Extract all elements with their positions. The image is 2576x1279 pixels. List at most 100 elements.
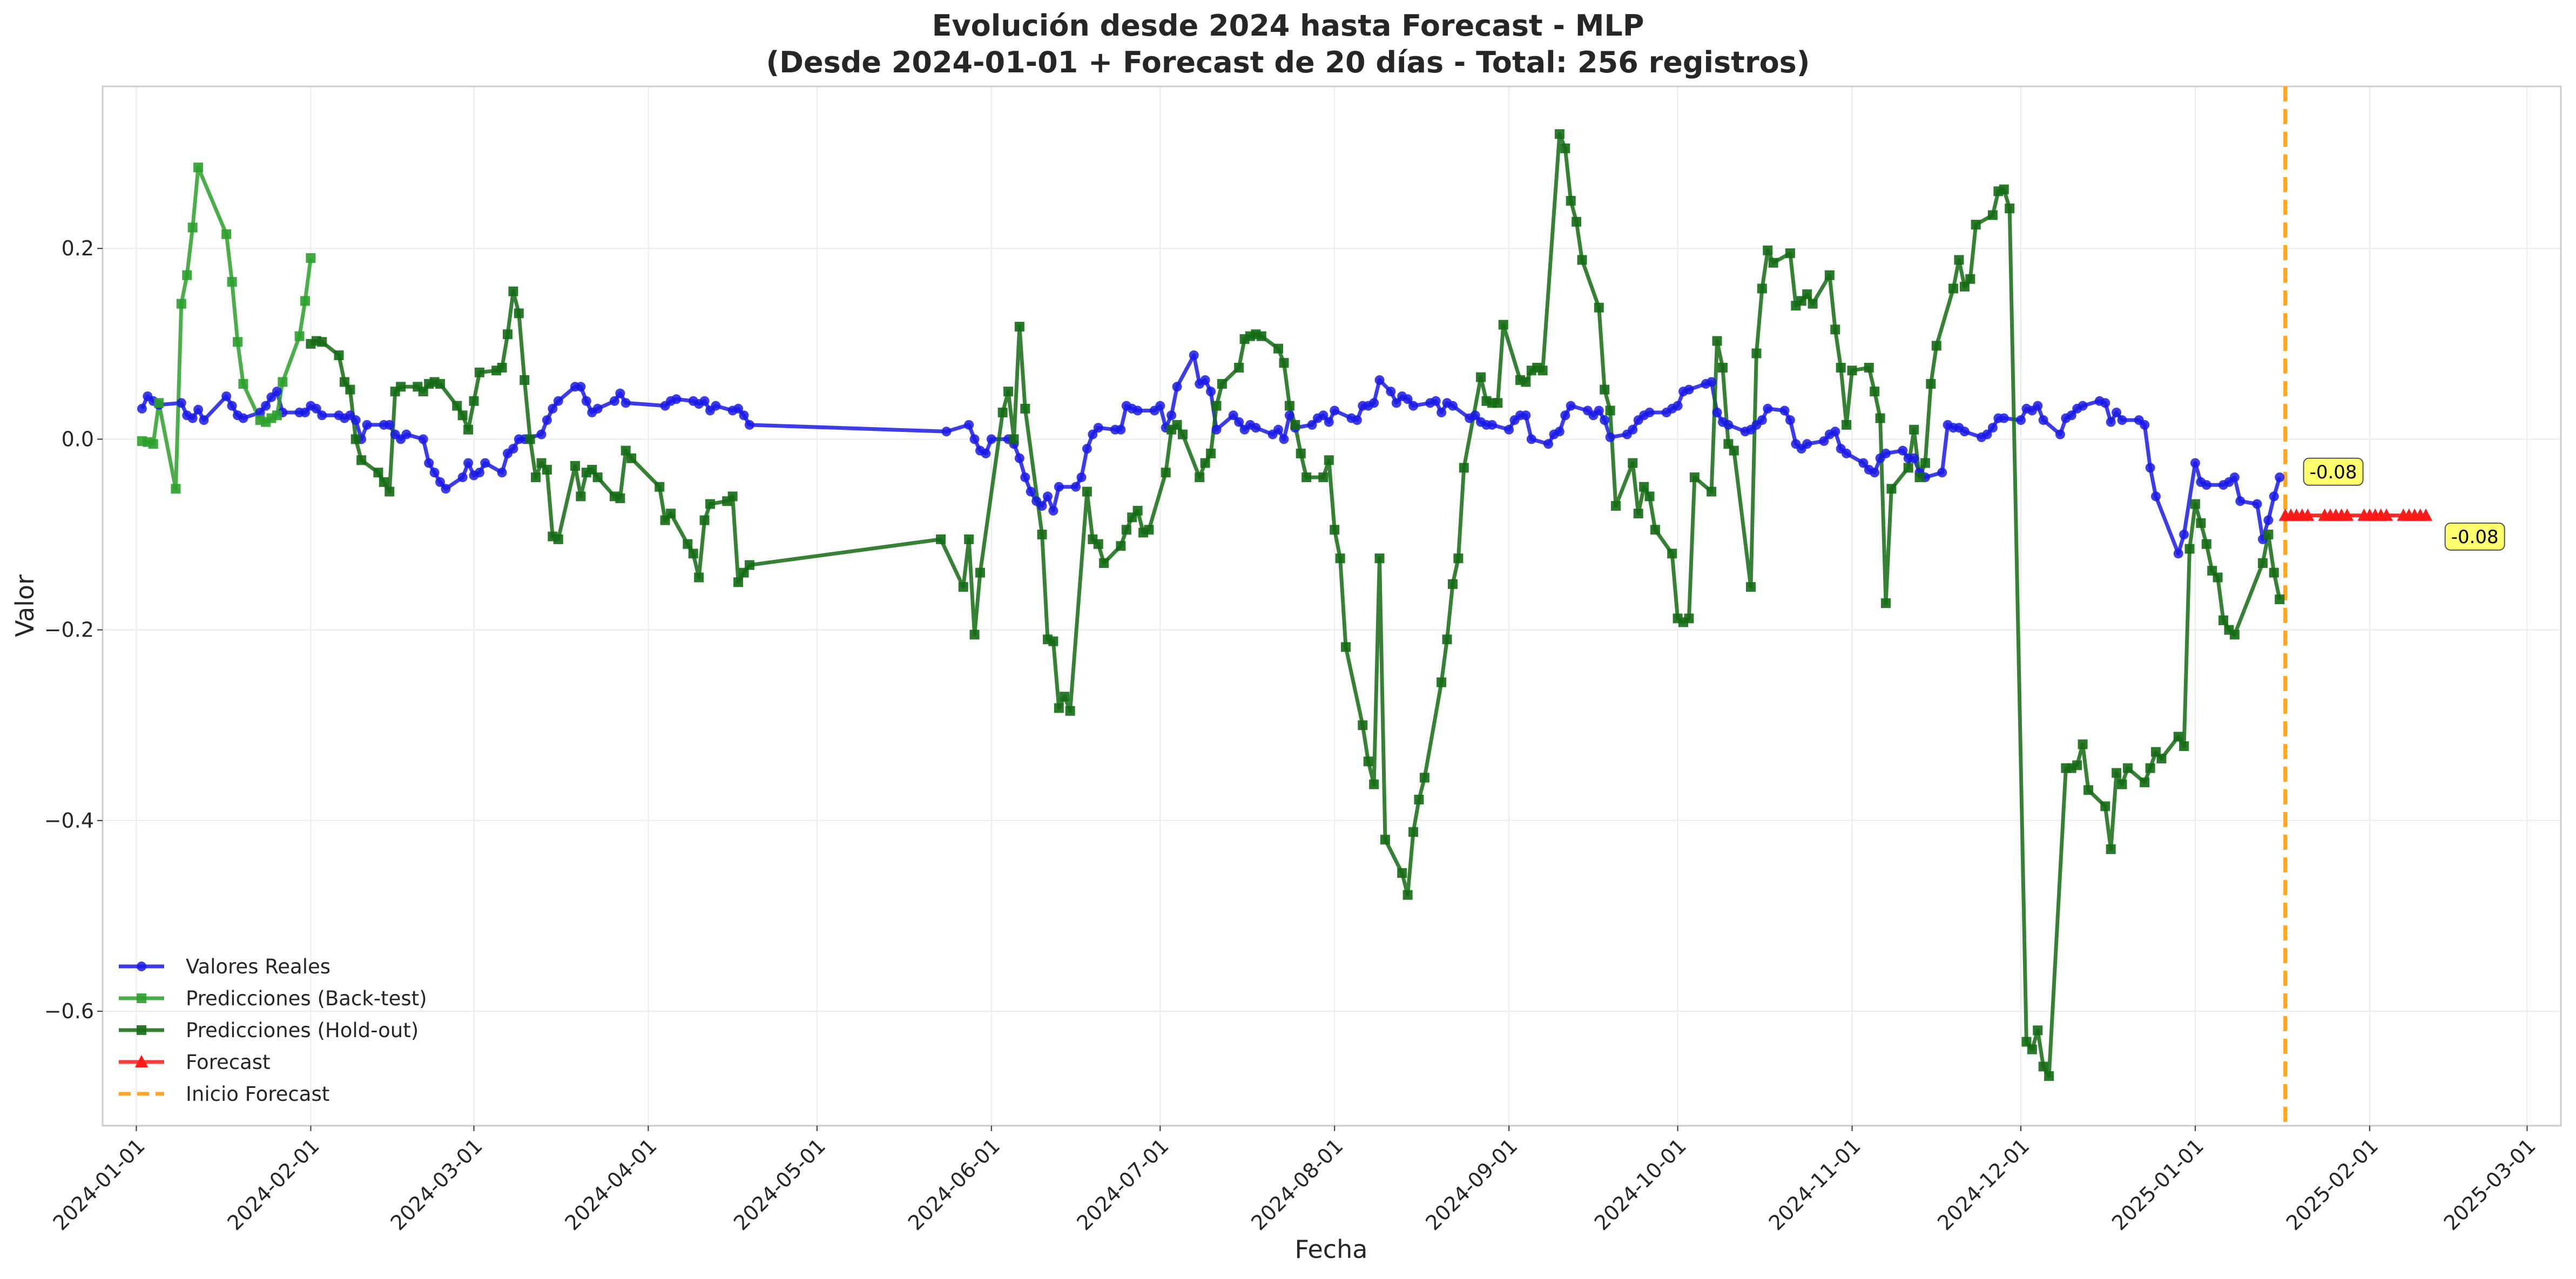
- data-point-real: [1504, 424, 1514, 435]
- data-point-real: [536, 429, 547, 439]
- data-point-forecast: [2341, 508, 2354, 521]
- data-point-real: [964, 419, 974, 430]
- data-point-real: [1234, 417, 1244, 427]
- data-point-real: [609, 396, 619, 406]
- data-point-holdout: [1419, 773, 1429, 783]
- data-point-real: [1858, 458, 1869, 468]
- annotation-box: [2444, 522, 2505, 551]
- data-point-forecast: [2380, 508, 2393, 521]
- data-point-holdout: [1195, 472, 1205, 483]
- data-point-backtest: [306, 253, 316, 263]
- data-point-holdout: [1144, 525, 1154, 535]
- legend-label: Valores Reales: [186, 955, 331, 978]
- data-point-holdout: [2156, 754, 2167, 764]
- data-point-real: [2190, 458, 2200, 468]
- data-point-holdout: [1380, 835, 1390, 845]
- data-point-backtest: [227, 277, 237, 287]
- data-point-real: [1554, 427, 1565, 437]
- data-point-holdout: [2218, 615, 2229, 625]
- data-point-holdout: [385, 486, 395, 497]
- data-point-real: [1307, 419, 1317, 430]
- data-point-holdout: [474, 367, 484, 377]
- data-point-real: [350, 415, 361, 425]
- data-point-holdout: [1903, 463, 1913, 473]
- data-point-real: [1369, 398, 1379, 408]
- data-point-holdout: [694, 572, 704, 583]
- data-point-holdout: [1037, 530, 1047, 540]
- data-point-holdout: [727, 491, 738, 502]
- data-point-holdout: [1290, 419, 1300, 430]
- data-point-holdout: [520, 375, 530, 385]
- data-point-holdout: [1341, 642, 1351, 652]
- data-point-real: [1982, 429, 1992, 439]
- data-point-holdout: [1611, 501, 1621, 511]
- data-point-holdout: [1324, 455, 1334, 465]
- data-point-holdout: [1954, 255, 1964, 265]
- data-point-real: [699, 396, 710, 406]
- data-point-backtest: [232, 337, 242, 347]
- data-point-holdout: [1498, 320, 1508, 330]
- data-point-real: [1431, 396, 1441, 406]
- y-tick-label: −0.6: [44, 999, 94, 1023]
- data-point-real: [300, 407, 310, 417]
- legend-label: Inicio Forecast: [186, 1082, 329, 1106]
- data-point-holdout: [2078, 739, 2088, 749]
- data-point-holdout: [2190, 499, 2200, 509]
- data-point-real: [1470, 410, 1480, 421]
- data-point-forecast: [2301, 508, 2315, 521]
- data-point-holdout: [1009, 434, 1019, 444]
- data-point-holdout: [502, 329, 512, 340]
- data-point-holdout: [969, 630, 980, 640]
- chart-title: Evolución desde 2024 hasta Forecast - ML…: [932, 9, 1644, 43]
- data-point-holdout: [1644, 491, 1655, 502]
- data-point-holdout: [1667, 549, 1677, 559]
- legend-item-backtest: Predicciones (Back-test): [119, 987, 427, 1010]
- data-point-holdout: [1802, 289, 1812, 299]
- data-point-holdout: [1785, 248, 1795, 259]
- data-point-real: [576, 382, 586, 392]
- data-point-real: [2078, 401, 2088, 411]
- plot-area-frame: [102, 85, 2562, 1127]
- data-point-holdout: [1763, 245, 1773, 255]
- data-point-holdout: [1256, 331, 1266, 341]
- y-tick-label: −0.4: [44, 809, 94, 833]
- data-point-real: [2145, 463, 2155, 473]
- data-point-real: [1802, 439, 1812, 449]
- data-point-real: [193, 404, 204, 415]
- data-point-holdout: [699, 515, 710, 525]
- data-point-real: [2038, 415, 2048, 425]
- legend-label: Predicciones (Hold-out): [186, 1019, 419, 1042]
- data-point-real: [1093, 423, 1103, 433]
- data-point-holdout: [373, 468, 383, 478]
- data-point-holdout: [2083, 785, 2094, 795]
- data-point-backtest: [187, 222, 198, 233]
- data-point-forecast: [2419, 508, 2433, 521]
- y-tick-label: −0.2: [44, 618, 94, 642]
- data-point-real: [1020, 472, 1030, 483]
- value-annotation: -0.08: [2444, 522, 2505, 551]
- data-point-holdout: [1566, 195, 1576, 206]
- data-point-holdout: [2106, 844, 2116, 854]
- data-point-holdout: [2005, 204, 2015, 214]
- data-point-holdout: [626, 453, 637, 463]
- data-point-real: [418, 434, 428, 444]
- data-point-holdout: [2173, 732, 2183, 742]
- data-point-real: [1673, 401, 1683, 411]
- data-point-backtest: [182, 270, 192, 280]
- data-point-holdout: [1987, 210, 1998, 220]
- data-point-holdout: [1842, 419, 1852, 430]
- data-point-real: [1594, 405, 1604, 416]
- data-point-holdout: [1965, 274, 1975, 284]
- data-point-backtest: [176, 299, 186, 309]
- data-point-holdout: [1537, 366, 1548, 376]
- data-point-holdout: [975, 567, 985, 578]
- data-point-real: [261, 401, 271, 411]
- data-point-real: [1014, 453, 1024, 463]
- data-point-holdout: [1302, 472, 1312, 483]
- data-point-real: [592, 403, 603, 414]
- data-point-holdout: [1594, 302, 1604, 313]
- y-tick-label: 0.0: [62, 427, 94, 451]
- data-point-holdout: [1870, 387, 1880, 397]
- data-point-holdout: [1875, 413, 1885, 423]
- data-point-real: [1284, 410, 1294, 421]
